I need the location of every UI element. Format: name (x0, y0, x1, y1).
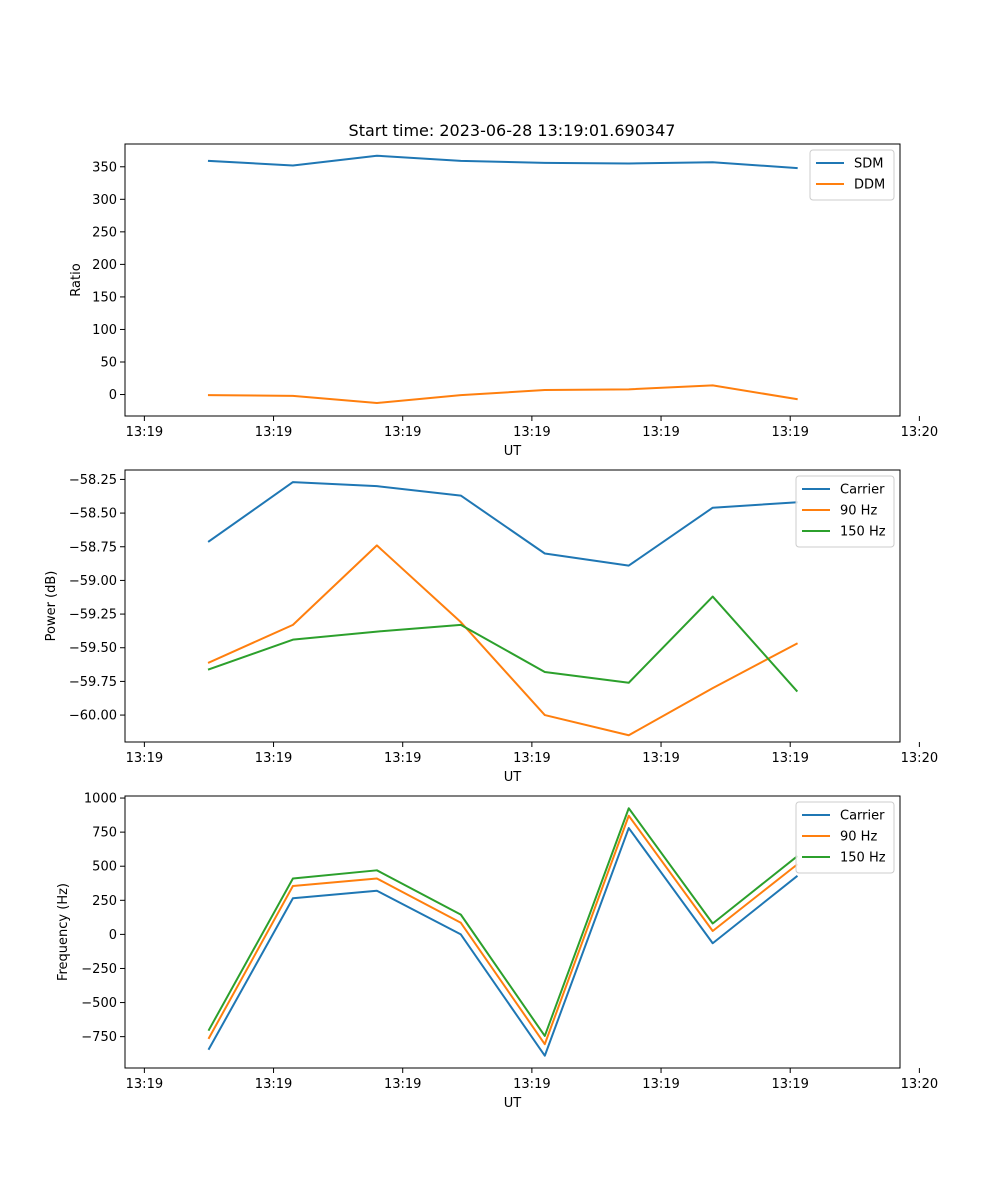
y-tick-label: 250 (92, 894, 117, 909)
axes-panel-1: 13:19 13:19 13:19 13:19 13:19 13:19 13:20 0 50 10… (69, 143, 938, 459)
x-axis-label: UT (504, 444, 522, 459)
axes-panel-2: 13:19 13:19 13:19 13:19 13:19 13:19 13:20 −60.0… (44, 469, 938, 785)
y-tick-label: 150 (92, 290, 117, 305)
y-tick-label: 250 (92, 225, 117, 240)
legend-box (795, 801, 895, 874)
x-tick-label: 13:19 (384, 425, 421, 440)
legend-entry-label: 90 Hz (840, 504, 877, 519)
legend-entry-label: Carrier (840, 483, 885, 498)
legend-entry-label: 150 Hz (840, 525, 886, 540)
y-tick-label: −58.75 (69, 540, 117, 555)
legend: Carrier 90 Hz 150 Hz (795, 475, 895, 548)
series-line-carrier (207, 827, 799, 1057)
x-tick-label: 13:19 (255, 425, 292, 440)
y-axis-label: Power (dB) (44, 571, 59, 642)
legend-entry-label: SDM (854, 157, 883, 172)
series-line-90-hz (207, 544, 799, 737)
y-tick-label: 100 (92, 323, 117, 338)
axes-frame (124, 469, 901, 743)
legend-entry-label: DDM (854, 178, 885, 193)
y-tick-label: 200 (92, 258, 117, 273)
x-tick-label: 13:19 (771, 751, 808, 766)
y-tick-label: −60.00 (69, 709, 117, 724)
x-tick-label: 13:20 (901, 751, 938, 766)
x-tick-label: 13:19 (384, 751, 421, 766)
y-tick-label: 0 (109, 388, 117, 403)
y-tick-label: −59.50 (69, 641, 117, 656)
x-tick-label: 13:19 (126, 751, 163, 766)
y-tick-label: 500 (92, 860, 117, 875)
x-tick-label: 13:19 (384, 1077, 421, 1092)
x-tick-label: 13:19 (513, 1077, 550, 1092)
series-line-90-hz (207, 814, 799, 1046)
y-tick-label: −59.25 (69, 608, 117, 623)
axes-frame (124, 795, 901, 1069)
legend: Carrier 90 Hz 150 Hz (795, 801, 895, 874)
x-tick-label: 13:20 (901, 425, 938, 440)
axes-frame (124, 143, 901, 417)
y-tick-label: 300 (92, 193, 117, 208)
y-tick-label: −500 (81, 996, 117, 1011)
x-tick-label: 13:19 (642, 751, 679, 766)
y-tick-label: −59.75 (69, 675, 117, 690)
x-tick-label: 13:19 (255, 1077, 292, 1092)
y-tick-label: −58.50 (69, 507, 117, 522)
x-tick-label: 13:19 (642, 1077, 679, 1092)
series-line-sdm (207, 154, 798, 170)
y-tick-label: −59.00 (69, 574, 117, 589)
x-tick-label: 13:19 (771, 1077, 808, 1092)
x-tick-label: 13:19 (126, 425, 163, 440)
series-line-150-hz (207, 807, 799, 1037)
y-tick-label: 1000 (84, 792, 117, 807)
y-tick-label: −58.25 (69, 473, 117, 488)
chart-title: Start time: 2023-06-28 13:19:01.690347 (349, 121, 676, 140)
y-axis-label: Frequency (Hz) (56, 883, 71, 981)
y-tick-label: −750 (81, 1030, 117, 1045)
axes-panel-3: 13:19 13:19 13:19 13:19 13:19 13:19 13:20 −750 −… (56, 792, 938, 1111)
x-tick-label: 13:19 (513, 425, 550, 440)
series-line-carrier (207, 481, 798, 567)
x-tick-label: 13:19 (513, 751, 550, 766)
series-line-ddm (207, 384, 798, 404)
x-tick-label: 13:19 (642, 425, 679, 440)
legend: SDM DDM (809, 149, 895, 201)
y-axis-label: Ratio (69, 263, 84, 296)
x-tick-label: 13:19 (126, 1077, 163, 1092)
x-tick-label: 13:20 (901, 1077, 938, 1092)
x-axis-label: UT (504, 770, 522, 785)
y-tick-label: 750 (92, 826, 117, 841)
legend-entry-label: Carrier (840, 809, 885, 824)
y-tick-label: −250 (81, 962, 117, 977)
series-line-150-hz (207, 595, 799, 693)
x-axis-label: UT (504, 1096, 522, 1111)
y-tick-label: 350 (92, 160, 117, 175)
legend-entry-label: 150 Hz (840, 851, 886, 866)
x-tick-label: 13:19 (771, 425, 808, 440)
legend-entry-label: 90 Hz (840, 830, 877, 845)
x-tick-label: 13:19 (255, 751, 292, 766)
legend-box (795, 475, 895, 548)
y-tick-label: 50 (100, 355, 117, 370)
y-tick-label: 0 (109, 928, 117, 943)
